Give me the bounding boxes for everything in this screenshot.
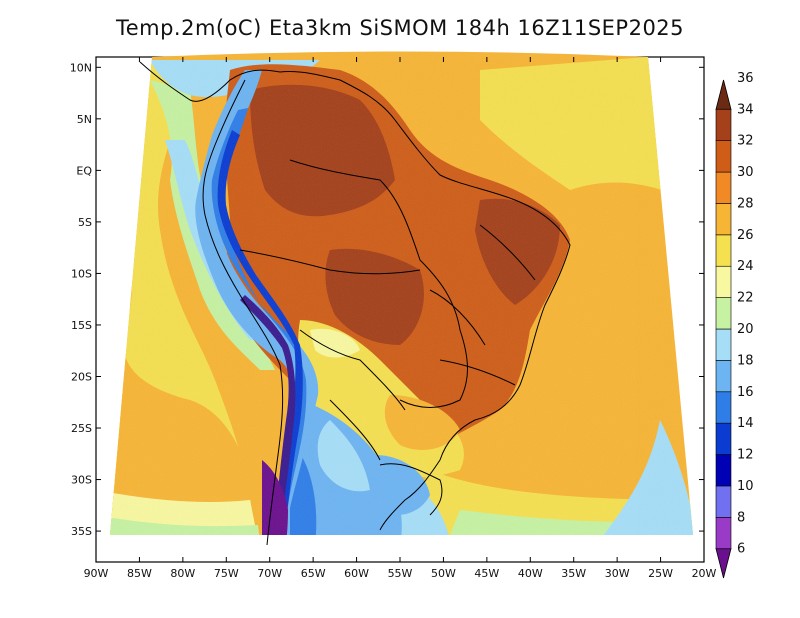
x-tick-label: 50W [431, 567, 456, 580]
border-state-1 [479, 224, 536, 281]
y-tick-label: 15S [71, 319, 92, 332]
colorbar-arrow-top [715, 79, 732, 110]
colorbar-swatch [715, 454, 732, 487]
colorbar-label: 30 [737, 165, 754, 180]
colorbar-swatch [715, 422, 732, 455]
x-tick-label: 75W [214, 567, 239, 580]
colorbar-label: 10 [737, 479, 754, 494]
coastlines [139, 61, 571, 546]
colorbar-label: 32 [737, 134, 754, 149]
colorbar-label: 18 [737, 353, 754, 368]
x-tick-label: 90W [84, 567, 109, 580]
x-tick-label: 30W [605, 567, 630, 580]
coastline-atlantic [279, 71, 571, 531]
border-state-2 [429, 289, 486, 346]
colorbar-label: 16 [737, 385, 754, 400]
coastline-north [139, 61, 281, 102]
colorbar-label: 26 [737, 228, 754, 243]
colorbar-swatch [715, 297, 732, 330]
border-argentina [329, 399, 381, 461]
field-texture [110, 51, 693, 535]
colorbar-label: 28 [737, 196, 754, 211]
colorbar-swatch [715, 171, 732, 204]
y-tick-label: EQ [76, 164, 92, 177]
x-tick-label: 25W [648, 567, 673, 580]
x-tick-label: 80W [170, 567, 195, 580]
y-tick-label: 30S [71, 474, 92, 487]
border-brazil-west [289, 159, 468, 408]
colorbar-label: 12 [737, 448, 754, 463]
coastline-pacific [202, 79, 284, 546]
x-tick-label: 35W [561, 567, 586, 580]
colorbar-swatch [715, 391, 732, 424]
colorbar-label: 34 [737, 102, 754, 117]
x-tick-label: 45W [474, 567, 499, 580]
colorbar-label: 36 [737, 71, 754, 86]
colorbar-swatch [715, 360, 732, 393]
x-tick-label: 20W [692, 567, 717, 580]
colorbar-swatch [715, 203, 732, 236]
colorbar-label: 8 [737, 510, 745, 525]
x-axis: 90W 85W 80W 75W 70W 65W 60W 55W 50W 45W 40W 35W 30W 2… [84, 57, 717, 580]
y-tick-label: 25S [71, 422, 92, 435]
colorbar-swatch [715, 140, 732, 173]
y-tick-label: 35S [71, 525, 92, 538]
colorbar-swatch [715, 265, 732, 298]
y-tick-label: 5N [77, 113, 92, 126]
colorbar-label: 14 [737, 416, 754, 431]
colorbar-swatch [715, 108, 732, 141]
colorbar-arrow-bottom [715, 548, 732, 579]
colorbar-swatch [715, 328, 732, 361]
border-bolivia [299, 329, 406, 411]
colorbar-label: 22 [737, 291, 754, 306]
border-peru-brazil [239, 249, 421, 275]
border-state-3 [439, 359, 516, 386]
border-uruguay [379, 463, 443, 516]
colorbar-label: 6 [737, 542, 745, 557]
map-title: Temp.2m(oC) Eta3km SiSMOM 184h 16Z11SEP2… [115, 16, 685, 40]
y-axis: 10N 5N EQ 5S 10S 15S 20S 25S 30S 35S [70, 61, 704, 538]
colorbar-swatch [715, 234, 732, 267]
colorbar-swatch [715, 517, 732, 550]
y-tick-label: 10N [70, 61, 92, 74]
colorbar-swatch [715, 485, 732, 518]
x-tick-label: 65W [301, 567, 326, 580]
colorbar-label: 20 [737, 322, 754, 337]
x-tick-label: 60W [344, 567, 369, 580]
x-tick-label: 40W [518, 567, 543, 580]
y-tick-label: 20S [71, 370, 92, 383]
x-tick-label: 55W [388, 567, 413, 580]
colorbar: 6 8 10 12 14 16 18 20 22 24 26 28 30 32 34 36 [715, 71, 754, 579]
temperature-field [110, 51, 693, 535]
colorbar-label: 24 [737, 259, 754, 274]
y-tick-label: 5S [78, 216, 92, 229]
y-tick-label: 10S [71, 267, 92, 280]
x-tick-label: 70W [257, 567, 282, 580]
x-tick-label: 85W [127, 567, 152, 580]
